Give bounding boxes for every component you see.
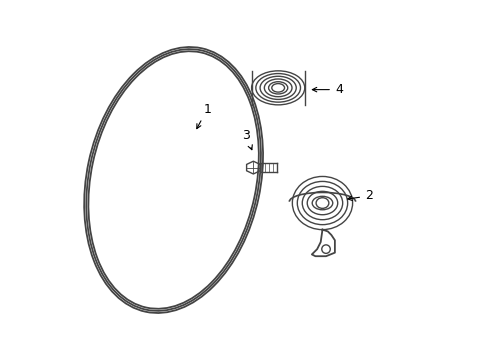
Text: 2: 2 [347,189,372,202]
Text: 3: 3 [242,129,252,150]
Text: 4: 4 [312,83,342,96]
Text: 1: 1 [196,103,211,129]
